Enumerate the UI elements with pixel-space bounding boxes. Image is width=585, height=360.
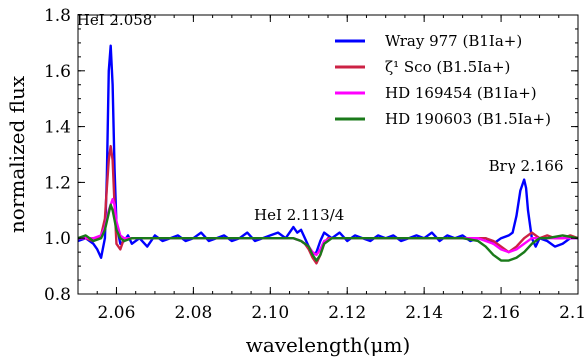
y-tick-label: 1.8	[44, 6, 71, 26]
y-tick-label: 1.2	[44, 173, 71, 193]
x-tick-label: 2.06	[98, 303, 136, 323]
annotation-label: Brγ 2.166	[489, 157, 564, 175]
y-tick-label: 1.4	[44, 118, 71, 138]
plot-frame	[77, 14, 579, 295]
series-line-4	[78, 203, 578, 262]
y-tick-label: 1.0	[44, 229, 71, 249]
x-tick-label: 2.14	[405, 303, 443, 323]
y-tick-label: 0.8	[44, 285, 71, 305]
x-axis-label: wavelength(μm)	[246, 333, 411, 357]
legend-label: ζ¹ Sco (B1.5Ia+)	[385, 58, 510, 76]
legend: Wray 977 (B1Ia+) ζ¹ Sco (B1.5Ia+) HD 16945…	[335, 32, 551, 128]
y-tick-label: 1.6	[44, 62, 71, 82]
annotations: HeI 2.058 HeI 2.113/4 Brγ 2.166	[77, 11, 564, 224]
legend-label: HD 190603 (B1.5Ia+)	[385, 110, 551, 128]
annotation-label: HeI 2.113/4	[254, 206, 344, 224]
legend-label: HD 169454 (B1Ia+)	[385, 84, 537, 102]
x-tick-label: 2.10	[251, 303, 289, 323]
legend-label: Wray 977 (B1Ia+)	[385, 32, 522, 50]
series-line-1	[78, 44, 578, 259]
axis-ticks: 2.06 2.08 2.10 2.12 2.14 2.16 2.18 0.8 1.0 1.2 1.4…	[44, 6, 585, 323]
series-lines	[78, 44, 578, 265]
x-tick-label: 2.18	[559, 303, 585, 323]
y-axis-label: normalized flux	[5, 75, 29, 233]
x-tick-label: 2.08	[174, 303, 212, 323]
x-tick-label: 2.12	[328, 303, 366, 323]
x-tick-label: 2.16	[482, 303, 520, 323]
annotation-label: HeI 2.058	[77, 11, 153, 29]
